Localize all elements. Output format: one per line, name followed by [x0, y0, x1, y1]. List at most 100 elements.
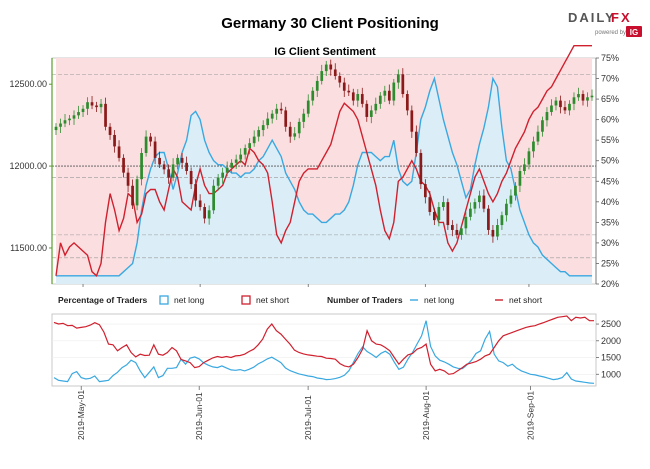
candle-body [369, 110, 373, 117]
traders-axis-label: 1500 [601, 353, 621, 363]
candle-body [279, 108, 283, 111]
right-axis-label: 30% [601, 238, 619, 248]
candle-body [464, 216, 468, 229]
candle-body [72, 115, 76, 119]
candle-body [342, 82, 346, 91]
dailyfx-logo: DAILY FX powered by IG [568, 10, 642, 37]
right-axis-label: 70% [601, 74, 619, 84]
net-short-area [56, 58, 592, 276]
candle-body [442, 202, 445, 208]
right-axis-label: 75% [601, 53, 619, 63]
candle-body [99, 103, 103, 108]
candle-body [518, 171, 522, 186]
legend-pct-long-swatch [159, 295, 169, 305]
candle-body [158, 157, 161, 165]
legend: Percentage of Traders net long net short… [58, 295, 543, 305]
candle-body [275, 108, 279, 114]
candle-body [194, 184, 197, 201]
legend-pct-long-label: net long [174, 295, 205, 305]
candle-body [541, 120, 544, 132]
candle-body [469, 208, 472, 217]
candle-body [351, 92, 355, 101]
net-short-pct-line [55, 45, 592, 278]
candle-body [95, 105, 98, 108]
candle-body [68, 118, 71, 121]
ig-badge-icon [626, 26, 642, 37]
left-axis-label: 11500.00 [10, 243, 47, 253]
candle-body [509, 195, 513, 204]
right-axis-label: 40% [601, 197, 619, 207]
candle-body [378, 95, 382, 104]
candle-body [590, 95, 594, 98]
candle-body [104, 103, 107, 127]
legend-pct-title: Percentage of Traders [58, 295, 148, 305]
traders-plot: 1000 1500 2000 2500 2019-May-01 2019-Jun-01 20… [51, 313, 621, 440]
candle-body [126, 172, 130, 186]
candle-body [252, 136, 256, 144]
legend-pct-short-label: net short [256, 295, 290, 305]
candle-body [428, 197, 432, 212]
candle-body [248, 143, 252, 149]
candle-body [496, 225, 499, 237]
candle-body [153, 141, 157, 158]
candle-body [257, 130, 261, 137]
candle-body [550, 105, 553, 113]
candle-body [306, 100, 310, 114]
legend-pct-short-swatch [241, 295, 251, 305]
candle-body [383, 90, 387, 96]
right-axis-label: 55% [601, 135, 619, 145]
candle-body [478, 195, 481, 203]
traders-axis-label: 2000 [601, 336, 621, 346]
candle-body [162, 164, 166, 170]
x-axis-label: 2019-May-01 [76, 390, 86, 440]
candle-body [451, 225, 454, 230]
candle-body [90, 102, 94, 106]
traders-axis-label: 1000 [601, 369, 621, 379]
right-axis-label: 65% [601, 94, 619, 104]
candle-body [302, 113, 306, 122]
candle-body [365, 103, 369, 117]
candle-body [586, 97, 589, 101]
candle-body [54, 126, 58, 131]
candle-body [536, 131, 540, 142]
candle-body [320, 71, 324, 81]
chart-subtitle: IG Client Sentiment [274, 46, 376, 58]
candle-body [482, 195, 486, 209]
candle-body [230, 162, 234, 168]
legend-num-long-label: net long [424, 295, 455, 305]
candle-body [423, 184, 427, 198]
candle-body [315, 80, 319, 91]
right-axis-label: 25% [601, 258, 619, 268]
candle-body [505, 203, 508, 216]
candle-body [185, 162, 188, 171]
candle-body [81, 108, 85, 113]
candle-body [225, 167, 229, 173]
left-axis-label: 12000.00 [9, 161, 47, 171]
right-axis-label: 60% [601, 115, 619, 125]
x-axis-label: 2019-Aug-01 [421, 391, 431, 440]
candle-body [144, 136, 148, 153]
logo-brand-left: DAILY [568, 10, 616, 25]
candle-body [527, 151, 531, 165]
right-axis-label: 50% [601, 156, 619, 166]
candle-body [545, 112, 549, 121]
candle-body [297, 121, 301, 134]
candle-body [239, 154, 243, 160]
candle-body [333, 69, 337, 77]
candle-body [216, 177, 220, 186]
legend-num-title: Number of Traders [327, 295, 403, 305]
x-axis-label: 2019-Sep-01 [525, 391, 535, 440]
candle-body [293, 133, 297, 137]
candle-body [176, 157, 179, 165]
candle-body [77, 112, 80, 116]
candle-body [572, 97, 576, 104]
candle-body [329, 64, 333, 70]
right-axis-label: 35% [601, 217, 619, 227]
candle-body [270, 113, 274, 119]
candle-body [514, 185, 517, 196]
candle-body [437, 207, 441, 221]
x-axis-label: 2019-Jul-01 [303, 395, 313, 440]
candle-body [234, 159, 238, 163]
logo-brand-right: FX [611, 10, 632, 25]
